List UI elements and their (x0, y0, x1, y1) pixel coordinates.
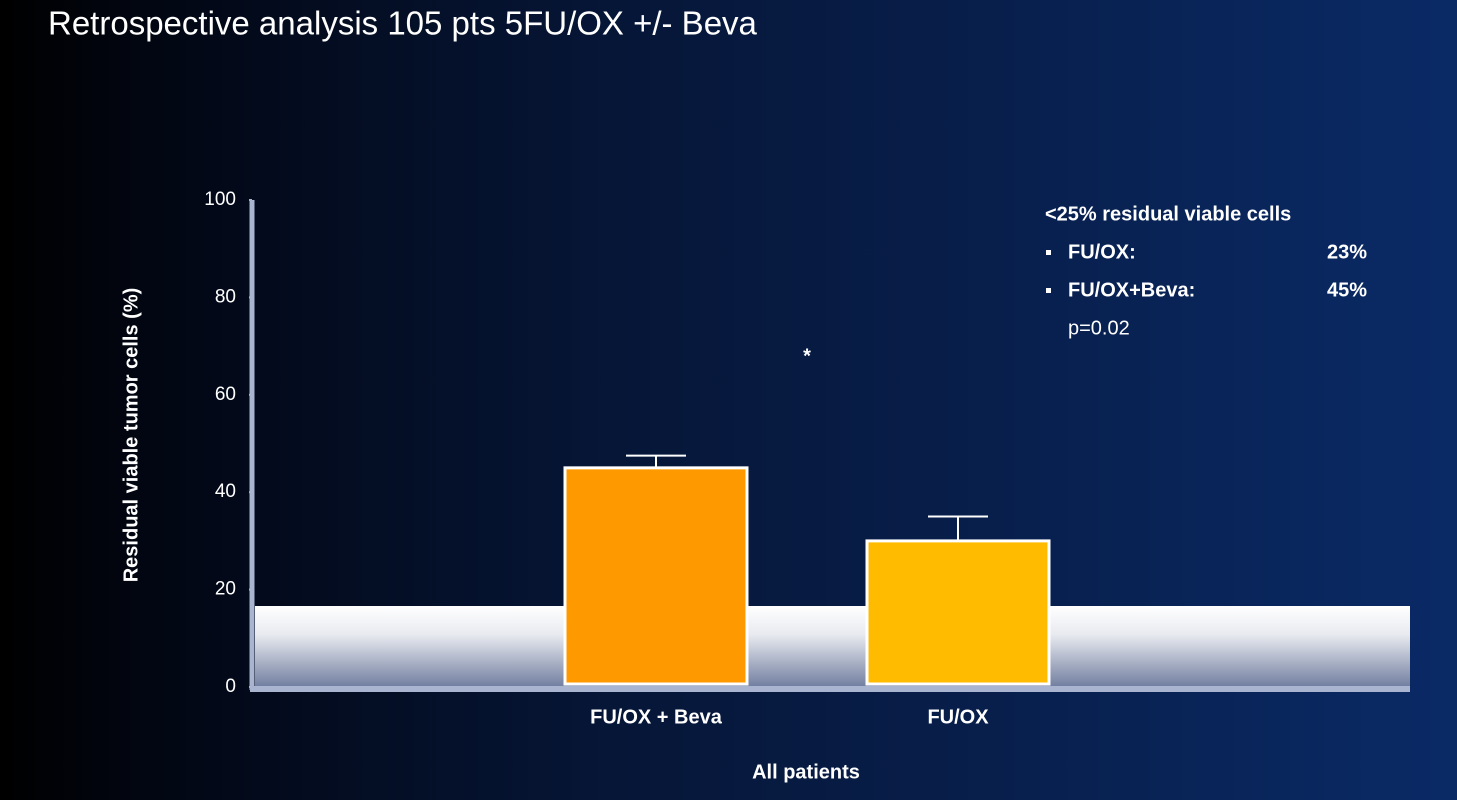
annotation-value: 45% (1327, 279, 1367, 301)
floor (255, 606, 1410, 688)
annotation-note: p=0.02 (1068, 317, 1130, 339)
y-tick-label: 0 (225, 676, 236, 697)
bullet (1046, 288, 1051, 293)
annotation-label: FU/OX+Beva: (1068, 279, 1195, 301)
y-tick-label: 20 (215, 579, 236, 600)
bullet (1046, 250, 1051, 255)
annotation-heading: <25% residual viable cells (1045, 203, 1291, 225)
chart-title: Retrospective analysis 105 pts 5FU/OX +/… (48, 5, 758, 42)
bar (865, 539, 1051, 686)
x-tick-label: FU/OX + Beva (590, 706, 723, 728)
y-tick-label: 60 (215, 384, 236, 405)
x-axis-label: All patients (752, 761, 860, 783)
y-tick-label: 40 (215, 481, 236, 502)
x-tick-label: FU/OX (927, 706, 989, 728)
y-tick-label: 100 (204, 189, 236, 210)
y-tick-label: 80 (215, 286, 236, 307)
significance-marker: * (803, 345, 811, 367)
annotation-value: 23% (1327, 241, 1367, 263)
y-axis-label: Residual viable tumor cells (%) (120, 288, 142, 583)
annotation: <25% residual viable cells FU/OX: 23% FU… (1045, 203, 1367, 339)
annotation-label: FU/OX: (1068, 241, 1136, 263)
bar (563, 466, 749, 686)
